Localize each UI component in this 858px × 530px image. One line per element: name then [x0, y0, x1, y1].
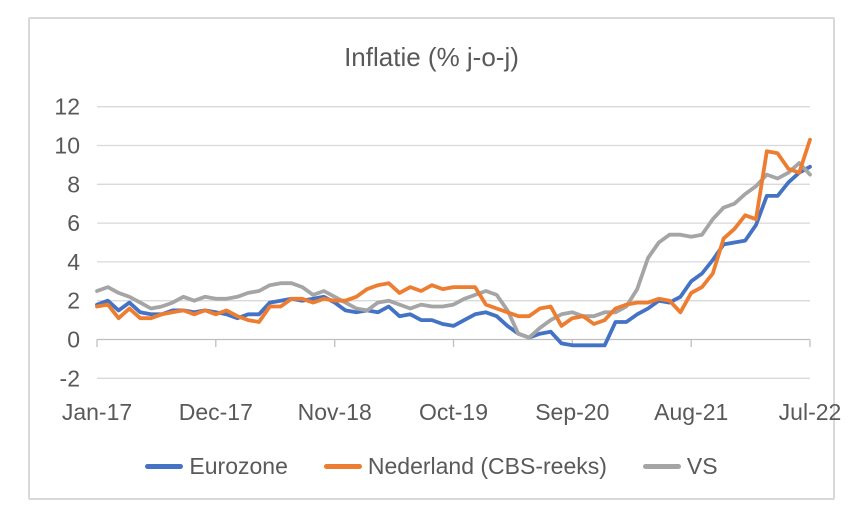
- legend-item-vs: VS: [642, 452, 718, 480]
- y-axis-label-6: 6: [67, 210, 80, 236]
- chart-frame: [28, 17, 835, 500]
- legend-item-eurozone: Eurozone: [145, 452, 288, 480]
- x-axis-label-5: Aug-21: [654, 399, 728, 425]
- x-axis-label-0: Jan-17: [62, 399, 132, 425]
- legend-label-nederland: Nederland (CBS-reeks): [367, 452, 607, 479]
- x-axis-label-6: Jul-22: [779, 399, 842, 425]
- legend-swatch-nederland: [323, 463, 362, 469]
- x-axis-label-3: Oct-19: [419, 399, 488, 425]
- legend: Eurozone Nederland (CBS-reeks) VS: [28, 452, 835, 480]
- y-axis-label-12: 12: [54, 94, 80, 120]
- series-line-vs: [95, 161, 812, 340]
- y-axis-label--2: -2: [60, 365, 80, 391]
- y-axis-label-8: 8: [67, 171, 80, 197]
- legend-item-nederland: Nederland (CBS-reeks): [323, 452, 607, 480]
- y-axis-label-2: 2: [67, 288, 80, 314]
- legend-swatch-vs: [642, 463, 681, 469]
- y-axis-label-0: 0: [67, 327, 80, 353]
- y-axis-label-10: 10: [54, 133, 80, 159]
- chart-title: Inflatie (% j-o-j): [344, 42, 519, 72]
- series-line-eurozone: [95, 164, 812, 348]
- x-axis-label-1: Dec-17: [179, 399, 253, 425]
- legend-label-eurozone: Eurozone: [189, 452, 288, 479]
- legend-swatch-eurozone: [145, 463, 184, 469]
- x-axis-label-2: Nov-18: [298, 399, 372, 425]
- x-axis-label-4: Sep-20: [535, 399, 609, 425]
- legend-label-vs: VS: [686, 452, 718, 479]
- y-axis-label-4: 4: [67, 249, 80, 275]
- series-line-nederland-cbs-reeks: [95, 137, 812, 328]
